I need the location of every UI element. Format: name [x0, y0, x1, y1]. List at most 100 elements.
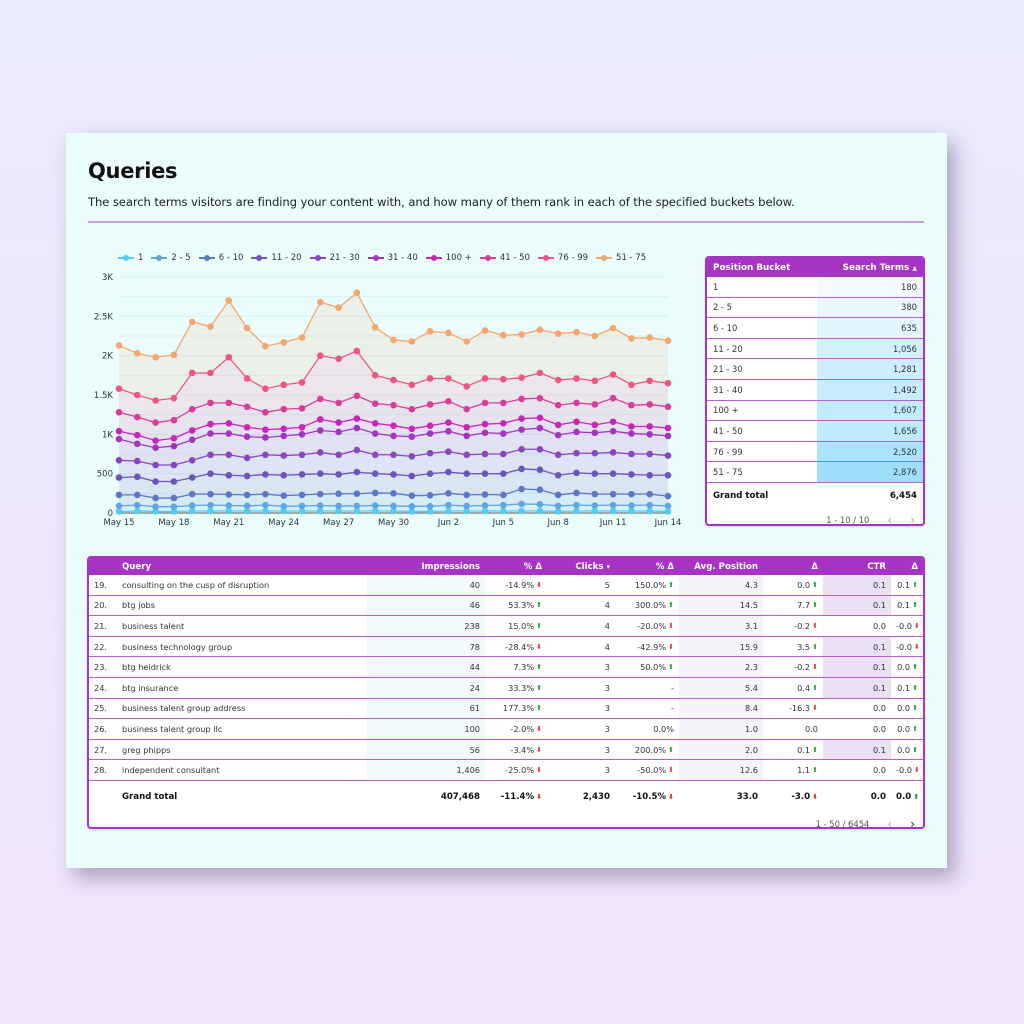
impressions-value: 1,406: [367, 760, 485, 780]
bucket-label: 1: [707, 277, 817, 297]
clicks-delta: 50.0% ⬆: [640, 662, 674, 673]
impressions-value: 46: [367, 595, 485, 616]
next-page-icon[interactable]: ›: [910, 512, 915, 526]
bucket-row[interactable]: 21 - 30 1,281: [707, 359, 923, 380]
ctr-delta: 0.1 ⬆: [897, 682, 918, 693]
legend-item[interactable]: 41 - 50: [479, 253, 530, 263]
arrow-down-icon: ⬇: [536, 580, 542, 589]
sort-descending-icon: ▾: [606, 562, 610, 571]
grand-total-label: Grand total: [122, 791, 178, 802]
header-ctr[interactable]: CTR: [867, 561, 886, 572]
avg-position-value: 2.0: [679, 739, 763, 760]
arrow-up-icon: ⬆: [912, 683, 918, 692]
header-search-terms[interactable]: Search Terms ▲: [842, 262, 917, 273]
bucket-row[interactable]: 76 - 99 2,520: [707, 441, 923, 463]
clicks-delta: 200.0% ⬆: [634, 744, 674, 755]
table-row[interactable]: 23. btg heidrick 44 7.3% ⬆ 3 50.0% ⬆ 2.3 -0.2 ⬇ 0.1…: [89, 657, 923, 678]
svg-text:2.5K: 2.5K: [94, 312, 114, 322]
total-index: [89, 781, 117, 813]
legend-swatch-icon: [367, 255, 384, 261]
table-row[interactable]: 21. business talent 238 15.0% ⬆ 4 -20.0% ⬇ 3.1 -0…: [89, 616, 923, 637]
legend-item[interactable]: 51 - 75: [596, 253, 646, 263]
position-bucket-table: Position Bucket Search Terms ▲ 1 180 2 - 5…: [705, 256, 925, 526]
query-text: consulting on the cusp of disruption: [122, 579, 270, 590]
total-clicks: 2,430: [582, 791, 610, 802]
table-row[interactable]: 20. btg jobs 46 53.3% ⬆ 4 300.0% ⬆ 14.5 7.7 ⬆ 0.1 0.…: [89, 595, 923, 617]
table-row[interactable]: 25. business talent group address 61 177.3%…: [89, 698, 923, 720]
prev-page-icon[interactable]: ‹: [887, 512, 893, 526]
legend-swatch-icon: [479, 255, 496, 261]
legend-item[interactable]: 6 - 10: [198, 253, 243, 263]
header-impressions[interactable]: Impressions: [421, 561, 480, 572]
legend-item[interactable]: 100 +: [425, 253, 472, 263]
bucket-row[interactable]: 51 - 75 2,876: [707, 462, 923, 483]
legend-item[interactable]: 1: [118, 253, 143, 263]
next-page-icon[interactable]: ›: [910, 816, 915, 829]
search-terms-value: 2,876: [817, 462, 923, 482]
position-delta: 7.7 ⬆: [797, 600, 818, 611]
legend-item[interactable]: 2 - 5: [151, 253, 191, 263]
impressions-delta: 7.3% ⬆: [513, 662, 542, 673]
queries-pagination: 1 - 50 / 6454 ‹ ›: [89, 813, 923, 829]
bucket-label: 2 - 5: [707, 297, 817, 318]
bucket-row[interactable]: 2 - 5 380: [707, 297, 923, 319]
position-delta: -0.2 ⬇: [794, 620, 818, 631]
bucket-label: 51 - 75: [707, 462, 817, 482]
ctr-value: 0.1: [823, 657, 891, 677]
legend-item[interactable]: 31 - 40: [367, 253, 418, 263]
arrow-down-icon: ⬇: [668, 792, 674, 801]
legend-item[interactable]: 21 - 30: [309, 253, 360, 263]
legend-item[interactable]: 11 - 20: [251, 253, 302, 263]
table-row[interactable]: 28. independent consultant 1,406 -25.0% ⬇ 3 -5…: [89, 760, 923, 781]
header-query[interactable]: Query: [122, 561, 152, 572]
prev-page-icon[interactable]: ‹: [887, 816, 893, 829]
table-row[interactable]: 24. btg insurance 24 33.3% ⬆ 3 -5.4 0.4 ⬆ 0.1 0.1 ⬆: [89, 677, 923, 699]
clicks-value: 4: [604, 600, 610, 611]
table-row[interactable]: 19. consulting on the cusp of disruption 4…: [89, 575, 923, 596]
pagination-range: 1 - 50 / 6454: [815, 818, 870, 829]
arrow-down-icon: ⬇: [913, 766, 920, 775]
header-clicks-delta[interactable]: % Δ: [655, 561, 674, 572]
position-delta: 0.1 ⬆: [797, 744, 818, 755]
arrow-up-icon: ⬆: [812, 580, 818, 589]
bucket-label: 31 - 40: [707, 379, 817, 400]
chart-legend: 1 2 - 5 6 - 10 11 - 20 21 - 30 31 - 40 100 + 41…: [118, 253, 646, 263]
header-avg-position[interactable]: Avg. Position: [694, 561, 758, 572]
legend-label: 21 - 30: [329, 253, 360, 263]
header-clicks[interactable]: Clicks ▾: [575, 561, 610, 572]
table-row[interactable]: 27. greg phipps 56 -3.4% ⬇ 3 200.0% ⬆ 2.0 0.1 ⬆ 0.1…: [89, 739, 923, 761]
impressions-delta: -14.9% ⬇: [505, 579, 542, 590]
bucket-row[interactable]: 41 - 50 1,656: [707, 421, 923, 442]
ctr-value: 0.1: [823, 595, 891, 616]
search-terms-value: 635: [817, 318, 923, 338]
legend-item[interactable]: 76 - 99: [537, 253, 588, 263]
clicks-value: 3: [604, 744, 610, 755]
row-index: 28.: [94, 765, 108, 776]
row-index: 20.: [94, 600, 108, 611]
arrow-up-icon: ⬆: [668, 663, 674, 672]
header-position-delta[interactable]: Δ: [811, 561, 818, 572]
bucket-rows: 1 180 2 - 5 380 6 - 10 635 11 - 20 1,056 21 - 30…: [707, 277, 923, 483]
avg-position-value: 1.0: [679, 719, 763, 739]
bucket-row[interactable]: 6 - 10 635: [707, 318, 923, 339]
bucket-row[interactable]: 1 180: [707, 277, 923, 298]
impressions-value: 238: [367, 616, 485, 636]
stacked-area-chart[interactable]: 1 2 - 5 6 - 10 11 - 20 21 - 30 31 - 40 100 + 41…: [88, 245, 688, 535]
bucket-table-header: Position Bucket Search Terms ▲: [707, 258, 923, 277]
arrow-up-icon: ⬆: [912, 580, 918, 589]
svg-text:Jun 8: Jun 8: [546, 518, 568, 528]
header-ctr-delta[interactable]: Δ: [911, 561, 918, 572]
arrow-down-icon: ⬇: [812, 663, 818, 672]
table-row[interactable]: 22. business technology group 78 -28.4% ⬇ 4 -4…: [89, 636, 923, 658]
header-position-bucket[interactable]: Position Bucket: [713, 262, 791, 273]
total-clicks-delta: -10.5% ⬇: [632, 791, 674, 802]
bucket-row[interactable]: 11 - 20 1,056: [707, 338, 923, 360]
header-impressions-delta[interactable]: % Δ: [523, 561, 542, 572]
ctr-delta: 0.0 ⬆: [897, 744, 918, 755]
bucket-row[interactable]: 31 - 40 1,492: [707, 379, 923, 401]
query-text: btg jobs: [122, 600, 155, 611]
legend-swatch-icon: [309, 255, 326, 261]
clicks-value: 3: [604, 682, 610, 693]
table-row[interactable]: 26. business talent group llc 100 -2.0% ⬇ 3 0.…: [89, 719, 923, 740]
bucket-row[interactable]: 100 +1,607: [707, 400, 923, 422]
